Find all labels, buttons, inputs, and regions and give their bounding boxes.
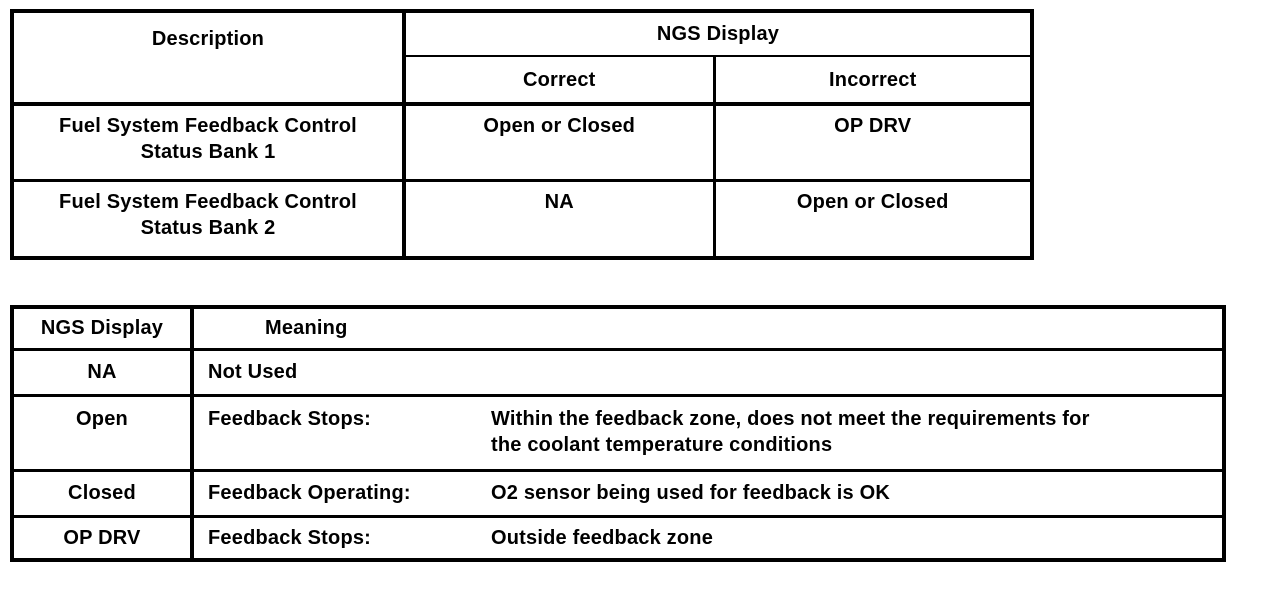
fuel-system-feedback-status-table: Description NGS Display Correct Incorrec… (10, 9, 1034, 260)
col-header-ngs-display: NGS Display (402, 9, 1034, 57)
meaning-content: Feedback Operating: O2 sensor being used… (208, 480, 1221, 506)
meaning-description: Outside feedback zone (491, 526, 714, 549)
meaning-label: Not Used (208, 361, 298, 383)
cell-description-bank2: Fuel System Feedback Control Status Bank… (10, 178, 406, 260)
cell-correct-bank2: NA (402, 178, 716, 260)
meaning-description: O2 sensor being used for feedback is OK (491, 482, 891, 504)
meaning-table-header-row: NGS Display Meaning (10, 305, 1226, 351)
status-row-bank2: Fuel System Feedback Control Status Bank… (10, 178, 1034, 260)
meaning-label: Feedback Operating: (208, 482, 411, 504)
col-header-description: Description (10, 9, 406, 106)
cell-description-bank1: Fuel System Feedback Control Status Bank… (10, 102, 406, 182)
cell-meaning-opdrv: Feedback Stops: Outside feedback zone (190, 514, 1226, 562)
meaning-row-opdrv: OP DRV Feedback Stops: Outside feedback … (10, 514, 1226, 562)
ngs-display-meaning-table: NGS Display Meaning NA Not Used Open Fee… (10, 305, 1226, 562)
cell-meaning-open: Feedback Stops: Within the feedback zone… (190, 393, 1226, 472)
meaning-row-closed: Closed Feedback Operating: O2 sensor bei… (10, 468, 1226, 518)
cell-display-opdrv: OP DRV (10, 514, 194, 562)
status-row-bank1: Fuel System Feedback Control Status Bank… (10, 102, 1034, 182)
cell-display-open: Open (10, 393, 194, 472)
cell-incorrect-bank1: OP DRV (712, 102, 1034, 182)
status-table-subheader-row: Correct Incorrect (12, 55, 1034, 106)
col-header-meaning: Meaning (190, 305, 1226, 351)
col-header-incorrect: Incorrect (712, 55, 1034, 106)
meaning-row-open: Open Feedback Stops: Within the feedback… (10, 393, 1226, 472)
meaning-content: Feedback Stops: Within the feedback zone… (208, 406, 1221, 458)
meaning-description: Within the feedback zone, does not meet … (491, 407, 1090, 456)
cell-display-na: NA (10, 347, 194, 397)
col-header-ngs-display: NGS Display (10, 305, 194, 351)
cell-meaning-na: Not Used (190, 347, 1226, 397)
meaning-label: Feedback Stops: (208, 407, 372, 430)
cell-display-closed: Closed (10, 468, 194, 518)
meaning-content: Not Used (208, 359, 1221, 385)
cell-meaning-closed: Feedback Operating: O2 sensor being used… (190, 468, 1226, 518)
col-header-correct: Correct (402, 55, 716, 106)
meaning-label: Feedback Stops: (208, 526, 372, 549)
cell-correct-bank1: Open or Closed (402, 102, 716, 182)
meaning-row-na: NA Not Used (10, 347, 1226, 397)
meaning-content: Feedback Stops: Outside feedback zone (208, 525, 1221, 551)
status-table-header-row: Description NGS Display (10, 9, 1034, 106)
cell-incorrect-bank2: Open or Closed (712, 178, 1034, 260)
